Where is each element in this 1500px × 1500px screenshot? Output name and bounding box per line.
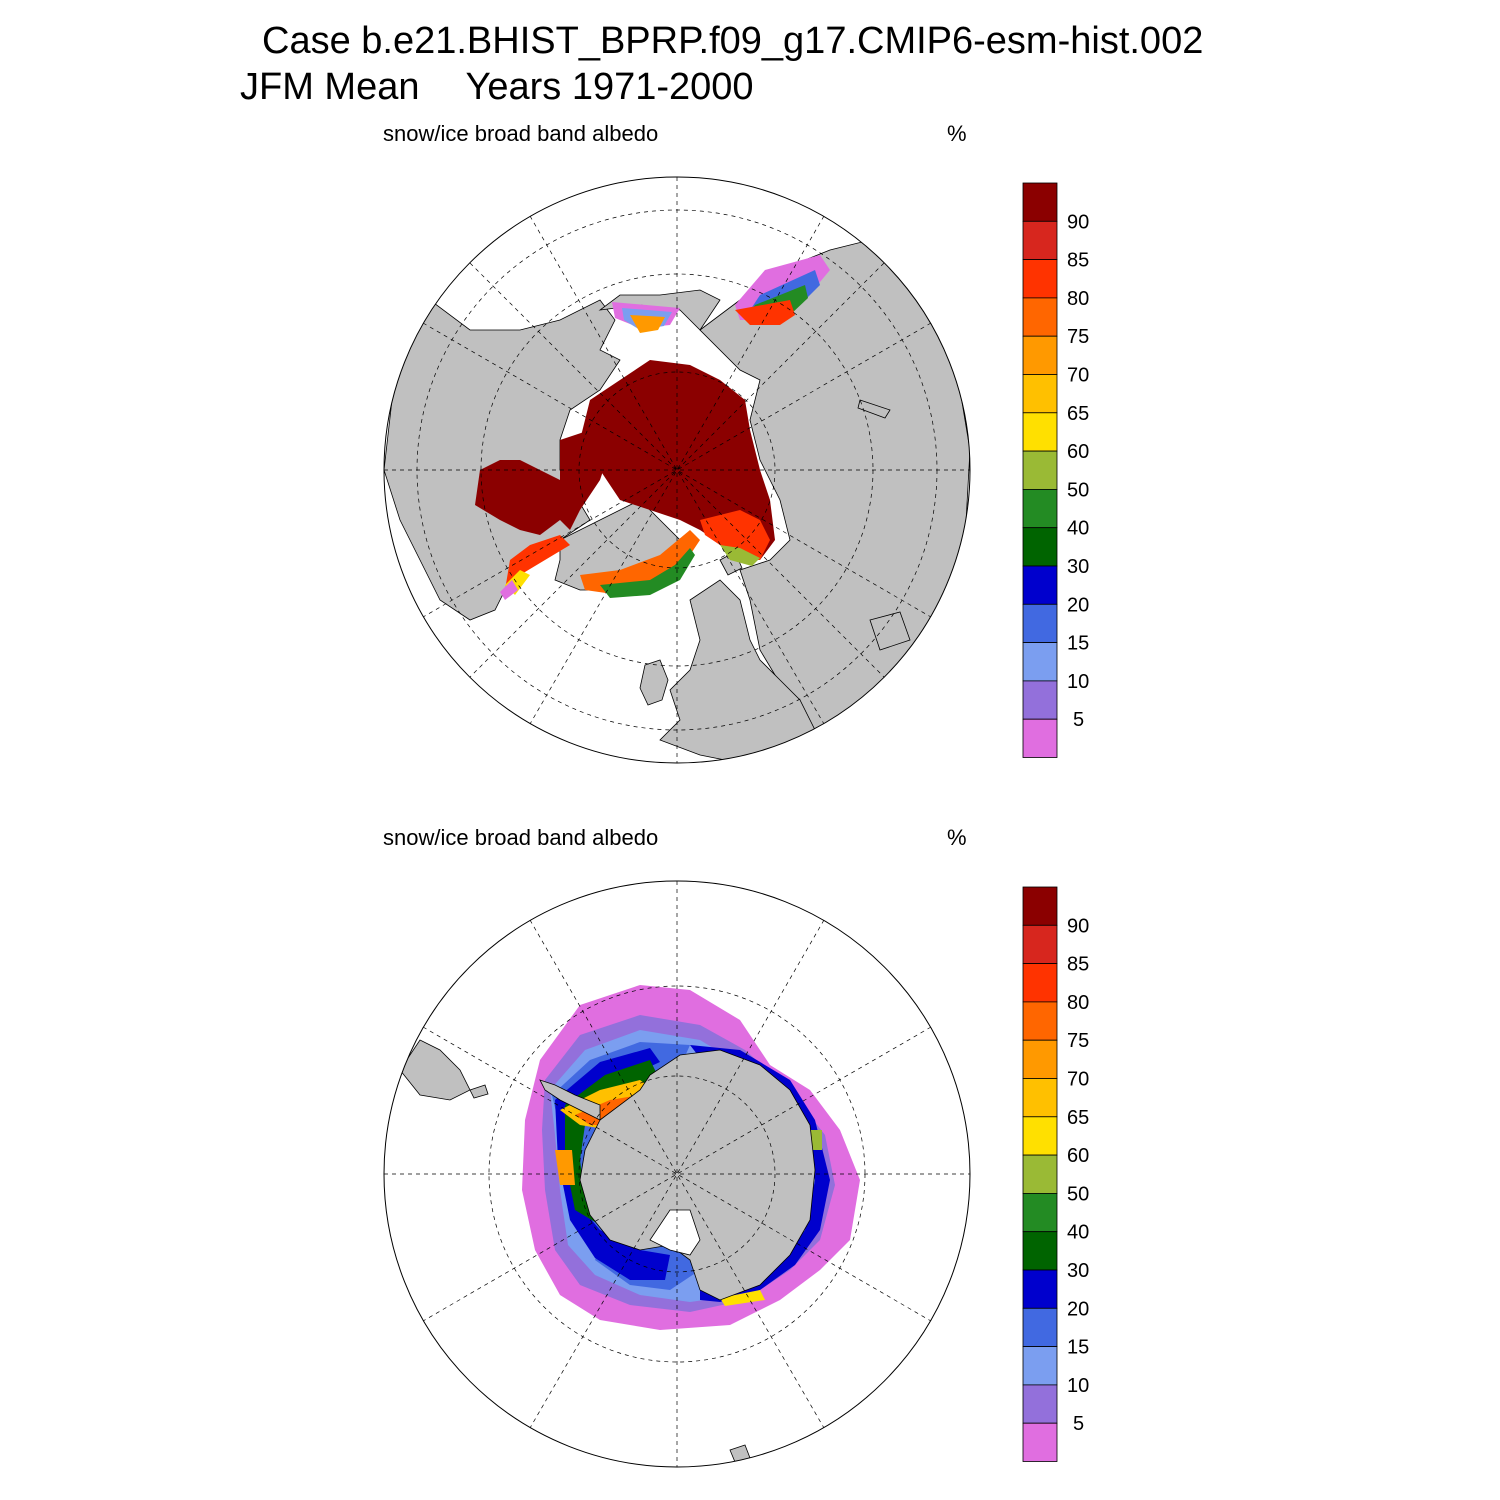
south-colorbar-box xyxy=(1022,1154,1058,1194)
north-colorbar-box xyxy=(1022,565,1058,605)
north-colorbar-box xyxy=(1022,374,1058,414)
north-colorbar-label: 80 xyxy=(1067,288,1089,310)
south-colorbar-label: 50 xyxy=(1067,1183,1089,1205)
north-colorbar-box xyxy=(1022,718,1058,758)
north-colorbar-label: 60 xyxy=(1067,441,1089,463)
south-colorbar-box xyxy=(1022,1307,1058,1348)
south-colorbar-box xyxy=(1022,1422,1058,1462)
south-colorbar-label: 65 xyxy=(1067,1107,1089,1129)
north-colorbar-box xyxy=(1022,259,1058,299)
south-polar-map xyxy=(383,880,971,1468)
north-colorbar-box xyxy=(1022,527,1058,567)
figure-subtitle: JFM Mean Years 1971-2000 xyxy=(240,66,754,109)
south-colorbar-label: 30 xyxy=(1067,1260,1089,1282)
north-colorbar-box xyxy=(1022,297,1058,337)
south-colorbar-box xyxy=(1022,1231,1058,1271)
north-panel-title: snow/ice broad band albedo xyxy=(383,121,659,146)
south-colorbar-label: 60 xyxy=(1067,1145,1089,1167)
years-label: Years 1971-2000 xyxy=(465,66,754,108)
north-panel-unit: % xyxy=(947,121,967,146)
south-panel-unit: % xyxy=(947,825,967,850)
north-colorbar-label: 30 xyxy=(1067,556,1089,578)
north-colorbar-label: 5 xyxy=(1073,709,1084,731)
north-colorbar-box xyxy=(1022,642,1058,682)
north-colorbar-label: 20 xyxy=(1067,594,1089,616)
north-colorbar-label: 85 xyxy=(1067,250,1089,272)
north-colorbar-box xyxy=(1022,335,1058,375)
north-colorbar-label: 65 xyxy=(1067,403,1089,425)
north-colorbar-label: 15 xyxy=(1067,633,1089,655)
north-colorbar: 90 85 80 75 70 65 60 50 40 30 20 15 10 5 xyxy=(1022,182,1089,758)
south-colorbar-box xyxy=(1022,1116,1058,1156)
north-colorbar-box xyxy=(1022,182,1058,222)
south-land xyxy=(399,1039,816,1463)
north-map-border xyxy=(383,176,971,764)
south-colorbar-label: 80 xyxy=(1067,992,1089,1014)
north-colorbar-box xyxy=(1022,220,1058,261)
south-graticule xyxy=(384,881,970,1467)
south-colorbar-box xyxy=(1022,1039,1058,1079)
north-colorbar-label: 70 xyxy=(1067,365,1089,387)
north-colorbar-box xyxy=(1022,603,1058,643)
south-colorbar-box xyxy=(1022,1078,1058,1118)
north-colorbar-label: 10 xyxy=(1067,671,1089,693)
south-colorbar-box xyxy=(1022,1001,1058,1041)
south-colorbar-label: 10 xyxy=(1067,1375,1089,1397)
north-colorbar-box xyxy=(1022,488,1058,529)
north-colorbar-label: 75 xyxy=(1067,326,1089,348)
north-colorbar-box xyxy=(1022,412,1058,452)
north-colorbar-box xyxy=(1022,680,1058,720)
south-colorbar-label: 85 xyxy=(1067,954,1089,976)
north-graticule xyxy=(384,177,970,763)
south-colorbar-label: 15 xyxy=(1067,1337,1089,1359)
south-panel-title: snow/ice broad band albedo xyxy=(383,825,659,850)
north-colorbar-box xyxy=(1022,450,1058,490)
figure-title: Case b.e21.BHIST_BPRP.f09_g17.CMIP6-esm-… xyxy=(262,20,1204,62)
south-colorbar-label: 20 xyxy=(1067,1298,1089,1320)
north-polar-map xyxy=(383,176,971,764)
season-label: JFM Mean xyxy=(240,66,420,108)
south-colorbar-box xyxy=(1022,1346,1058,1386)
south-colorbar-box xyxy=(1022,1384,1058,1424)
south-colorbar-label: 90 xyxy=(1067,915,1089,937)
south-map-border xyxy=(383,880,971,1468)
south-colorbar-box xyxy=(1022,886,1058,926)
south-colorbar-box xyxy=(1022,963,1058,1003)
north-colorbar-label: 50 xyxy=(1067,479,1089,501)
south-colorbar-label: 75 xyxy=(1067,1030,1089,1052)
north-colorbar-label: 40 xyxy=(1067,518,1089,540)
south-colorbar-label: 70 xyxy=(1067,1069,1089,1091)
south-colorbar-box xyxy=(1022,924,1058,964)
south-colorbar-label: 5 xyxy=(1073,1413,1084,1435)
south-colorbar: 90 85 80 75 70 65 60 50 40 30 20 15 10 5 xyxy=(1022,886,1089,1462)
south-colorbar-label: 40 xyxy=(1067,1222,1089,1244)
south-colorbar-box xyxy=(1022,1269,1058,1309)
south-colorbar-box xyxy=(1022,1193,1058,1233)
north-colorbar-label: 90 xyxy=(1067,211,1089,233)
